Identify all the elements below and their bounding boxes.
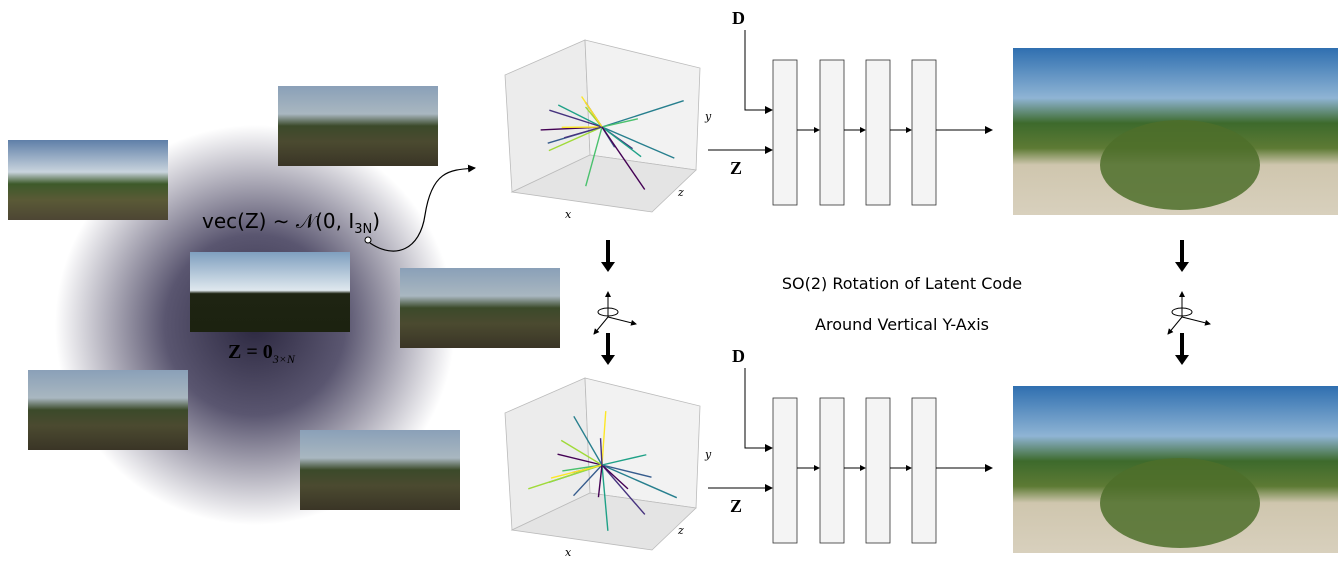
down-arrow-head — [601, 262, 615, 272]
axis-label: x — [565, 546, 572, 559]
layer — [820, 398, 844, 543]
zero-image — [190, 252, 350, 332]
layer — [773, 398, 797, 543]
layer — [773, 60, 797, 205]
sample-image — [278, 86, 438, 166]
sample-image — [300, 430, 460, 510]
plot-wall — [585, 40, 700, 170]
rotation-axis — [1168, 317, 1182, 334]
rotation-title: SO(2) Rotation of Latent Code — [782, 274, 1022, 293]
output-ground — [1100, 458, 1260, 548]
zero-sub: 3×N — [272, 352, 296, 366]
rotation-axis — [1182, 317, 1210, 324]
down-arrow-head — [601, 355, 615, 365]
panel: x y z D Z — [505, 346, 1338, 559]
formula-end: ) — [372, 209, 380, 233]
rotation-axis — [608, 317, 636, 324]
rotation-axis — [594, 317, 608, 334]
rotation-subtitle: Around Vertical Y-Axis — [815, 315, 989, 334]
diagram: vec(Z) ∼ 𝒩(0, I3N) Z = 03×N SO(2) Rotati… — [0, 0, 1340, 565]
layer — [866, 60, 890, 205]
sample-image — [8, 140, 168, 220]
axis-label: y — [704, 110, 712, 123]
curve-start — [365, 237, 371, 243]
input-label: D — [732, 8, 745, 28]
down-arrow-head — [1175, 355, 1189, 365]
sample-image — [400, 268, 560, 348]
input-arrow — [745, 30, 772, 110]
input-arrow — [745, 368, 772, 448]
input-label: Z — [730, 496, 742, 516]
formula-sub: 3N — [354, 222, 372, 237]
output-ground — [1100, 120, 1260, 210]
layer — [912, 398, 936, 543]
axis-label: y — [704, 448, 712, 461]
panel: x y z D Z — [505, 8, 1338, 221]
formula: vec(Z) ∼ 𝒩(0, I3N) — [202, 209, 380, 237]
axis-label: x — [565, 208, 572, 221]
input-label: Z — [730, 158, 742, 178]
down-arrow-head — [1175, 262, 1189, 272]
layer — [912, 60, 936, 205]
input-label: D — [732, 346, 745, 366]
layer — [820, 60, 844, 205]
zero-main: Z = 0 — [228, 341, 273, 363]
sample-image — [28, 370, 188, 450]
plot-wall — [585, 378, 700, 508]
axis-label: z — [677, 186, 684, 199]
layer — [866, 398, 890, 543]
axis-label: z — [677, 524, 684, 537]
formula-main: vec(Z) ∼ 𝒩(0, I — [202, 209, 354, 233]
